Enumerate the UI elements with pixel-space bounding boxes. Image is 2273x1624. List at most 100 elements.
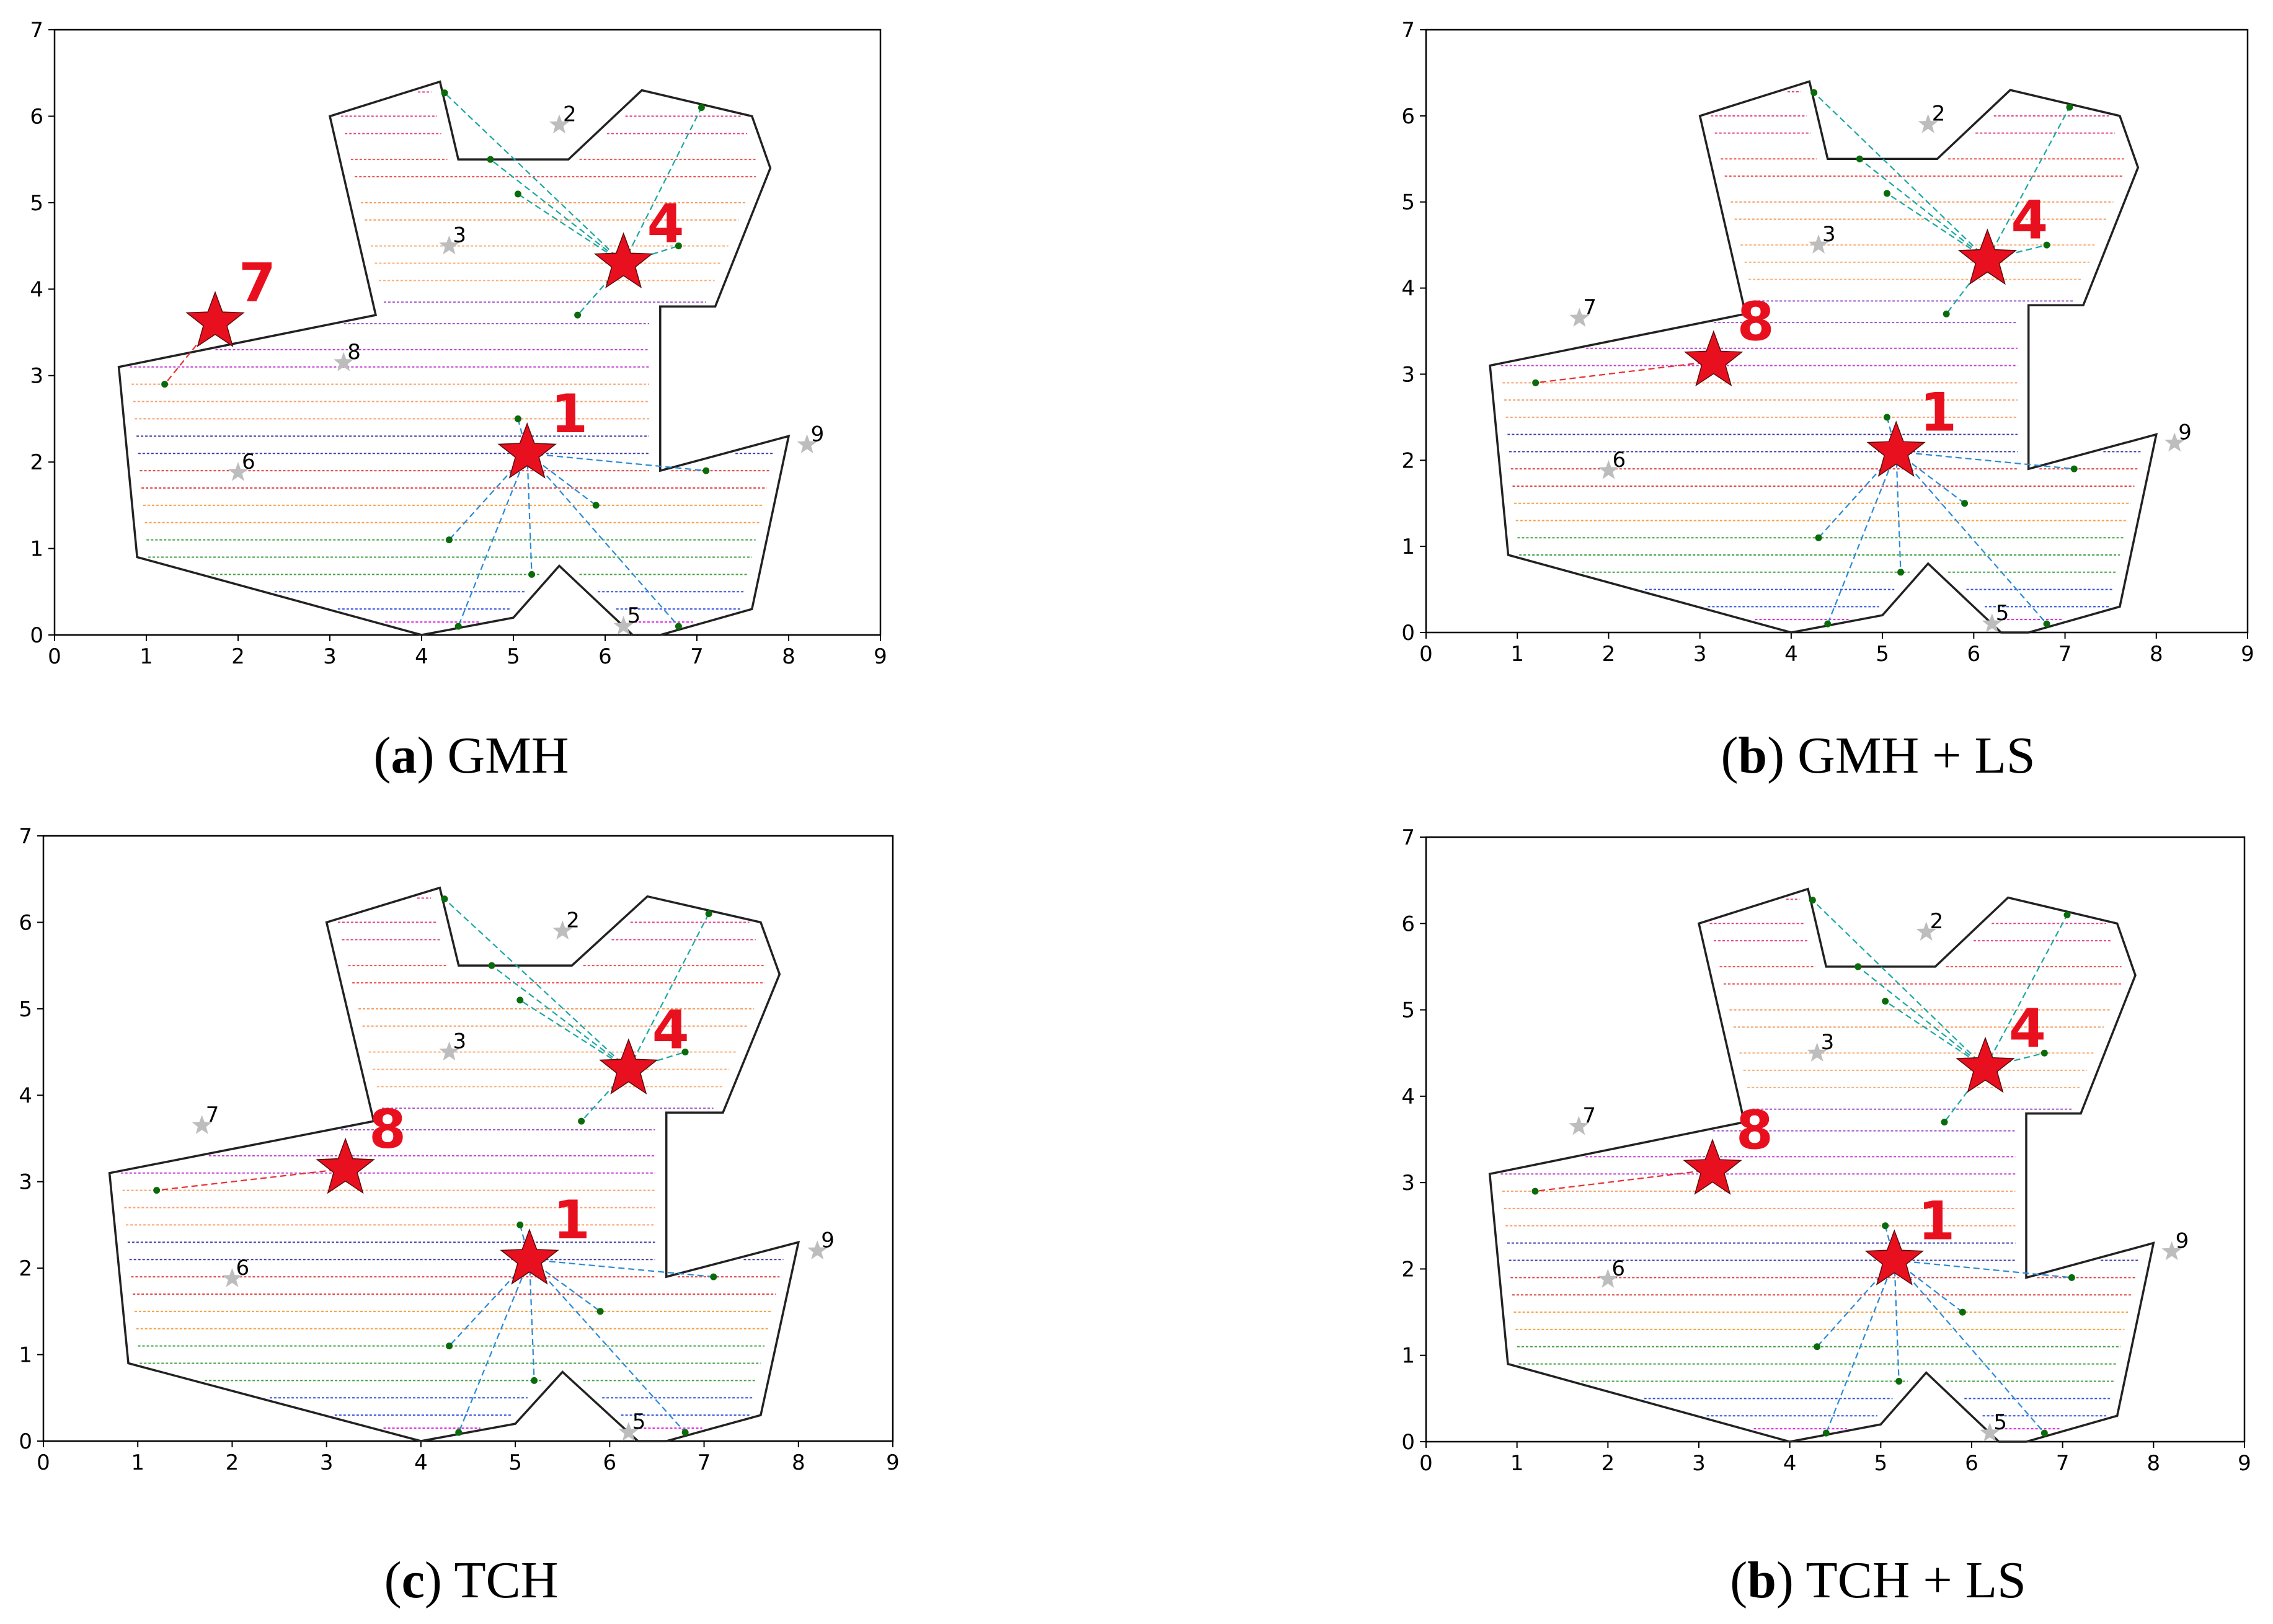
- waypoint-dot: [1883, 414, 1890, 421]
- x-tick-label: 9: [886, 1450, 900, 1475]
- waypoint-dot: [1854, 963, 1862, 970]
- waypoint-dot: [516, 1221, 524, 1228]
- y-tick-label: 7: [1401, 18, 1415, 43]
- candidate-site-star: [552, 920, 573, 940]
- waypoint-dot: [1531, 1187, 1539, 1195]
- candidate-site-star: [797, 434, 817, 453]
- waypoint-dot: [1897, 569, 1905, 576]
- field-boundary: [1489, 80, 2158, 634]
- hub-star: [316, 1137, 375, 1194]
- y-tick-label: 4: [30, 277, 43, 302]
- candidate-site-label: 6: [242, 450, 255, 474]
- candidate-site-label: 3: [453, 223, 466, 248]
- x-tick-label: 2: [1602, 1451, 1615, 1476]
- waypoint-dot: [454, 623, 462, 630]
- waypoint-dot: [1961, 500, 1969, 507]
- waypoint-dot: [531, 1377, 538, 1384]
- plot-frame: [1425, 836, 2246, 1443]
- waypoint-dot: [702, 467, 710, 474]
- waypoint-dot: [1943, 310, 1950, 317]
- coverage-paths: [1500, 899, 2139, 1430]
- y-tick-label: 7: [30, 18, 43, 43]
- field-boundary: [117, 80, 791, 636]
- hub-star: [1957, 228, 2018, 285]
- candidate-site-label: 2: [566, 908, 580, 933]
- y-tick-label: 1: [30, 537, 43, 562]
- candidate-site-label: 3: [1821, 1030, 1835, 1055]
- candidate-site-star: [1982, 613, 2002, 632]
- hub-label: 7: [239, 252, 276, 314]
- waypoint-dot: [675, 623, 682, 630]
- hub-star: [593, 232, 654, 289]
- candidate-site-label: 2: [1930, 909, 1944, 934]
- candidate-site-label: 9: [2178, 420, 2192, 445]
- waypoint-dot: [681, 1429, 689, 1436]
- hub-label: 4: [2011, 190, 2048, 252]
- y-tick-label: 4: [1401, 277, 1415, 301]
- candidate-site-label: 2: [563, 102, 577, 126]
- hub-link: [1885, 1000, 1986, 1068]
- candidate-site-label: 5: [627, 603, 641, 628]
- hub-link: [1825, 1260, 1895, 1434]
- x-tick-label: 3: [1692, 1451, 1706, 1476]
- hub-link: [526, 453, 533, 575]
- candidate-site-label: 7: [1582, 1104, 1596, 1129]
- waypoint-dot: [441, 895, 448, 903]
- waypoint-dot: [1959, 1308, 1966, 1316]
- x-tick-label: 8: [782, 644, 795, 669]
- candidate-site-star: [807, 1240, 828, 1259]
- candidate-site-label: 2: [1932, 102, 1946, 126]
- hub-link: [1985, 914, 2068, 1068]
- candidate-site-label: 7: [206, 1103, 219, 1127]
- waypoint-dot: [705, 910, 712, 917]
- waypoint-dot: [514, 415, 521, 422]
- candidate-site-star: [192, 1115, 212, 1134]
- x-tick-label: 6: [1965, 1451, 1978, 1476]
- x-tick-label: 0: [37, 1450, 50, 1475]
- field-boundary: [108, 886, 800, 1442]
- candidate-site-star: [439, 235, 459, 255]
- x-tick-label: 5: [1876, 642, 1889, 667]
- hub-link: [1894, 1259, 2045, 1434]
- hub-link: [1894, 1260, 1900, 1382]
- y-tick-label: 3: [1401, 362, 1415, 387]
- hub-link: [491, 965, 629, 1070]
- y-tick-label: 3: [1401, 1171, 1415, 1196]
- candidate-site-label: 3: [453, 1029, 467, 1054]
- y-tick-label: 6: [19, 910, 32, 935]
- waypoint-dot: [1856, 155, 1863, 162]
- y-tick-label: 5: [1401, 998, 1415, 1023]
- waypoint-dot: [578, 1117, 585, 1125]
- waypoint-dot: [1941, 1119, 1948, 1126]
- candidate-site-label: 6: [236, 1256, 249, 1280]
- hub-star: [1866, 420, 1926, 477]
- candidate-site-label: 9: [811, 422, 825, 446]
- hub-label: 8: [1737, 291, 1775, 353]
- x-tick-label: 8: [2147, 1451, 2161, 1476]
- y-tick-label: 0: [1401, 1430, 1415, 1455]
- waypoint-dot: [596, 1308, 604, 1315]
- waypoint-dot: [2040, 1429, 2048, 1437]
- y-tick-label: 6: [1401, 912, 1415, 936]
- caption-b: (b) GMH + LS: [1721, 727, 2036, 784]
- hub-link: [458, 453, 528, 627]
- waypoint-dot: [2068, 1274, 2075, 1281]
- candidate-site-star: [439, 1041, 459, 1061]
- waypoint-dot: [2043, 620, 2050, 628]
- candidate-site-star: [2161, 1241, 2182, 1261]
- caption-c: (c) TCH: [384, 1551, 559, 1609]
- x-tick-label: 0: [1419, 1451, 1433, 1476]
- hub-label: 1: [1918, 1191, 1955, 1253]
- y-tick-label: 2: [30, 450, 43, 475]
- waypoint-dot: [455, 1429, 463, 1436]
- x-tick-label: 1: [140, 644, 153, 669]
- y-tick-label: 4: [1401, 1085, 1415, 1109]
- hub-link: [1535, 1169, 1713, 1192]
- coverage-paths: [130, 91, 774, 623]
- waypoint-dot: [1814, 1343, 1821, 1351]
- hub-star: [497, 422, 557, 479]
- x-tick-label: 4: [1784, 642, 1798, 667]
- hub-link: [1859, 158, 1988, 260]
